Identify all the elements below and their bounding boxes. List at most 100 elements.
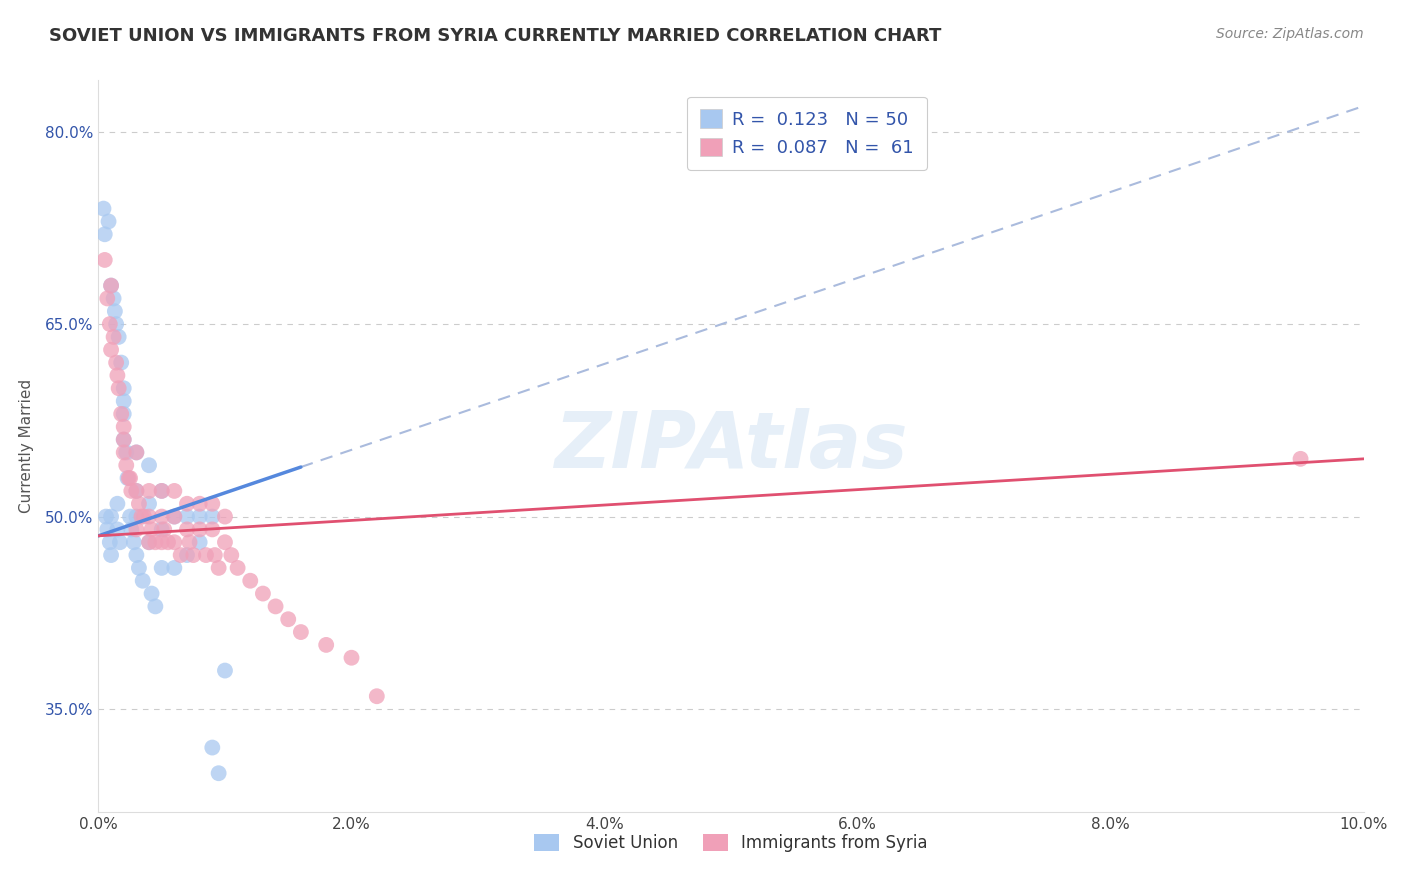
Text: Source: ZipAtlas.com: Source: ZipAtlas.com (1216, 27, 1364, 41)
Point (208, 766, 231, 780)
Point (125, 523, 148, 537)
Point (138, 535, 160, 549)
Point (214, 535, 236, 549)
Point (97, 214, 120, 228)
Point (226, 561, 249, 575)
Point (96, 523, 118, 537)
Point (183, 548, 205, 562)
Point (176, 509, 198, 524)
Point (208, 561, 231, 575)
Point (112, 381, 135, 395)
Point (98, 317, 121, 331)
Point (150, 561, 173, 575)
Point (201, 523, 224, 537)
Point (214, 509, 236, 524)
Point (176, 523, 198, 537)
Point (115, 445, 138, 459)
Point (93, 227, 117, 242)
Point (112, 394, 135, 409)
Point (163, 535, 186, 549)
Point (188, 535, 211, 549)
Point (100, 509, 122, 524)
Legend: Soviet Union, Immigrants from Syria: Soviet Union, Immigrants from Syria (524, 823, 938, 862)
Point (112, 407, 135, 421)
Point (188, 509, 211, 524)
Point (107, 523, 129, 537)
Point (150, 509, 173, 524)
Point (138, 509, 160, 524)
Point (204, 548, 226, 562)
Point (141, 523, 163, 537)
Point (100, 548, 122, 562)
Point (120, 523, 142, 537)
Point (107, 368, 129, 383)
Point (150, 535, 173, 549)
Point (315, 638, 337, 652)
Point (128, 561, 150, 575)
Point (214, 664, 236, 678)
Point (201, 497, 224, 511)
Point (138, 535, 160, 549)
Point (264, 599, 287, 614)
Point (179, 535, 201, 549)
Point (163, 561, 186, 575)
Point (157, 535, 180, 549)
Point (103, 330, 125, 344)
Point (125, 445, 148, 459)
Point (115, 458, 138, 473)
Point (366, 690, 388, 704)
Y-axis label: Currently Married: Currently Married (18, 379, 34, 513)
Point (112, 445, 135, 459)
Point (290, 625, 312, 640)
Point (93, 202, 115, 216)
Point (176, 497, 198, 511)
Point (110, 407, 132, 421)
Point (100, 278, 122, 293)
Point (141, 586, 163, 600)
Text: ZIPAtlas: ZIPAtlas (554, 408, 908, 484)
Point (219, 548, 243, 562)
Point (163, 483, 186, 498)
Point (112, 419, 135, 434)
Point (163, 509, 186, 524)
Point (188, 523, 211, 537)
Point (128, 497, 150, 511)
Point (103, 292, 125, 306)
Point (150, 483, 173, 498)
Point (125, 483, 148, 498)
Point (132, 509, 155, 524)
Point (96, 292, 118, 306)
Point (120, 471, 141, 485)
Point (120, 483, 142, 498)
Point (100, 343, 122, 357)
Point (138, 458, 160, 473)
Point (131, 509, 153, 524)
Point (145, 535, 166, 549)
Point (150, 523, 173, 537)
Point (107, 497, 129, 511)
Point (120, 509, 141, 524)
Point (169, 548, 191, 562)
Point (117, 471, 139, 485)
Point (122, 535, 145, 549)
Point (132, 574, 155, 588)
Point (194, 548, 218, 562)
Point (105, 317, 128, 331)
Point (107, 330, 129, 344)
Point (176, 548, 198, 562)
Point (188, 497, 211, 511)
Point (112, 433, 135, 447)
Point (138, 483, 160, 498)
Point (104, 304, 127, 318)
Point (150, 483, 173, 498)
Point (125, 483, 148, 498)
Point (98, 535, 121, 549)
Point (145, 599, 166, 614)
Point (110, 355, 132, 369)
Point (125, 445, 148, 459)
Point (340, 650, 363, 665)
Point (201, 740, 224, 755)
Point (107, 381, 129, 395)
Point (138, 497, 160, 511)
Point (239, 574, 262, 588)
